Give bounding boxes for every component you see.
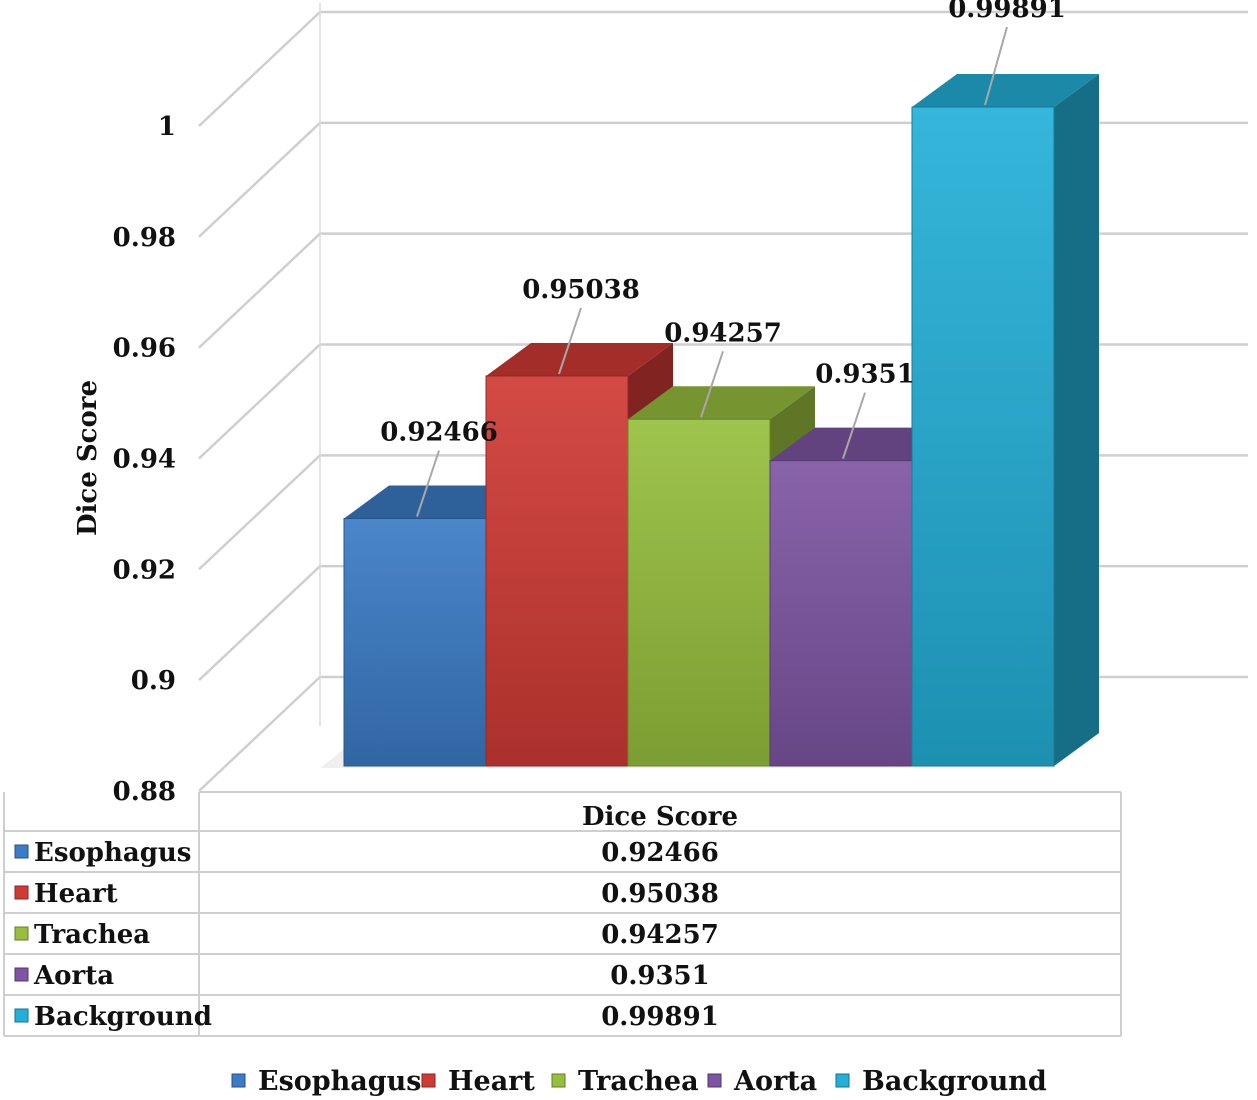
legend-item-trachea: Trachea	[551, 1066, 699, 1097]
label-leader	[700, 350, 724, 418]
bar-top	[770, 427, 957, 461]
table-swatch	[14, 885, 29, 900]
y-tick-label: 0.96	[113, 334, 176, 364]
y-tick-label: 0.88	[113, 777, 176, 807]
table-row-value: 0.95038	[601, 879, 719, 909]
data-label: 0.92466	[380, 418, 498, 448]
table-row-label: Background	[34, 1002, 212, 1032]
bars	[320, 74, 1099, 768]
table-row-value: 0.9351	[610, 961, 710, 991]
legend-label: Esophagus	[258, 1066, 422, 1097]
legend-swatch	[835, 1073, 850, 1088]
table-row-label: Esophagus	[34, 838, 191, 868]
data-label: 0.99891	[948, 0, 1066, 24]
table-swatch	[14, 926, 29, 941]
y-tick-label: 1	[158, 112, 176, 142]
table-row: Aorta 0.9351	[14, 961, 710, 991]
table-row-value: 0.92466	[601, 838, 719, 868]
table-swatch	[14, 1008, 29, 1023]
y-tick-label: 0.94	[113, 445, 176, 475]
legend-label: Trachea	[578, 1066, 699, 1097]
table-row: Esophagus 0.92466	[14, 838, 719, 868]
bar-front	[343, 518, 487, 767]
legend-item-aorta: Aorta	[707, 1066, 817, 1097]
legend-label: Background	[862, 1066, 1047, 1097]
table-row-value: 0.99891	[601, 1002, 719, 1032]
bar-background	[911, 74, 1099, 767]
table-row: Heart 0.95038	[14, 879, 719, 909]
data-labels: 0.92466 0.95038 0.94257 0.9351 0.99891	[380, 0, 1066, 517]
bar-front	[911, 106, 1055, 767]
data-table: Dice Score Esophagus 0.92466 Heart 0.95038 Tr…	[3, 791, 1122, 1037]
table-row: Trachea 0.94257	[14, 920, 719, 950]
table-row-label: Aorta	[33, 961, 114, 991]
legend-label: Heart	[448, 1066, 535, 1097]
y-tick-label: 0.9	[131, 666, 176, 696]
table-row-label: Heart	[34, 879, 118, 909]
y-axis: 0.88 0.9 0.92 0.94 0.96 0.98 1 Dice Score	[73, 112, 176, 807]
bar-top	[486, 342, 673, 376]
bar-front	[627, 418, 771, 767]
label-leader	[842, 392, 866, 459]
legend-swatch	[421, 1073, 436, 1088]
label-leader	[984, 26, 1008, 106]
table-swatch	[14, 967, 29, 982]
legend-item-background: Background	[835, 1066, 1047, 1097]
label-leader	[416, 450, 440, 517]
y-axis-title: Dice Score	[73, 380, 103, 536]
data-label: 0.9351	[815, 360, 915, 390]
legend-swatch	[231, 1073, 246, 1088]
data-label: 0.94257	[664, 318, 782, 348]
bar-top	[344, 485, 531, 519]
label-leader	[558, 307, 582, 375]
gridlines	[198, 3, 1248, 792]
bar-front	[769, 460, 913, 767]
table-row: Background 0.99891	[14, 1002, 719, 1032]
data-label: 0.95038	[522, 275, 640, 305]
table-swatch	[14, 844, 29, 859]
bar-top	[628, 386, 815, 420]
legend-label: Aorta	[733, 1066, 817, 1097]
legend-swatch	[551, 1073, 566, 1088]
legend-swatch	[707, 1073, 722, 1088]
bar-front	[485, 375, 629, 767]
y-tick-label: 0.98	[113, 223, 176, 253]
bar-side	[1054, 74, 1099, 767]
legend-item-esophagus: Esophagus	[231, 1066, 422, 1097]
table-header: Dice Score	[582, 802, 738, 832]
table-row-label: Trachea	[34, 920, 150, 950]
table-row-value: 0.94257	[601, 920, 719, 950]
y-tick-label: 0.92	[113, 555, 176, 585]
legend: Esophagus Heart Trachea Aorta Background	[231, 1066, 1047, 1097]
bar-top	[912, 74, 1099, 108]
legend-item-heart: Heart	[421, 1066, 535, 1097]
